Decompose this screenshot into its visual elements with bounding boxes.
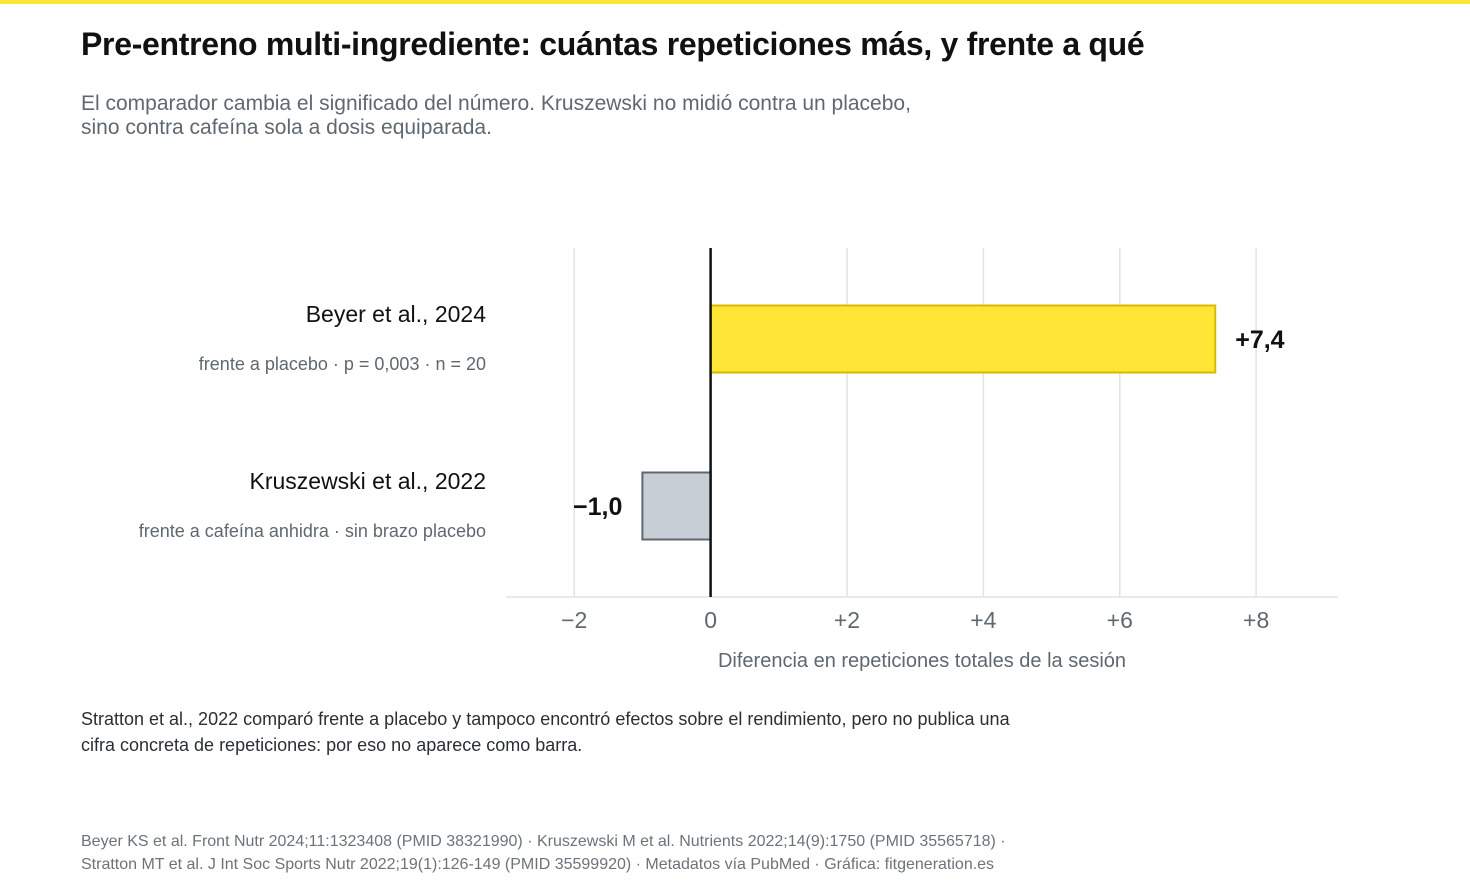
bar-value-label: −1,0 xyxy=(573,493,622,521)
top-accent-stripe xyxy=(0,0,1470,4)
sources-footer: Beyer KS et al. Front Nutr 2024;11:13234… xyxy=(81,830,1381,876)
category-label: Kruszewski et al., 2022 xyxy=(249,468,486,494)
x-axis-title: Diferencia en repeticiones totales de la… xyxy=(718,650,1126,672)
footer-line-2: Stratton MT et al. J Int Soc Sports Nutr… xyxy=(81,856,995,873)
chart-subtitle: El comparador cambia el significado del … xyxy=(81,92,1001,140)
bar-chart: +7,4 Beyer et al., 2024 frente a placebo ·… xyxy=(139,248,1338,672)
note-line-1: Stratton et al., 2022 comparó frente a p… xyxy=(81,709,1010,729)
category-label: Beyer et al., 2024 xyxy=(306,301,486,327)
chart-title: Pre-entreno multi-ingrediente: cuántas r… xyxy=(81,26,1145,62)
x-tick-label: +2 xyxy=(834,607,860,633)
x-tick-label: 0 xyxy=(704,607,717,633)
x-tick-label: +8 xyxy=(1243,607,1269,633)
category-note: frente a placebo · p = 0,003 · n = 20 xyxy=(199,354,486,374)
x-tick-label: −2 xyxy=(561,607,587,633)
chart-note: Stratton et al., 2022 comparó frente a p… xyxy=(81,706,1141,758)
subtitle-line-1: El comparador cambia el significado del … xyxy=(81,92,911,115)
note-line-2: cifra concreta de repeticiones: por eso … xyxy=(81,735,583,755)
category-note: frente a cafeína anhidra · sin brazo pla… xyxy=(139,521,486,541)
bar xyxy=(709,304,1217,374)
bar xyxy=(641,471,712,541)
x-tick-label: +6 xyxy=(1107,607,1133,633)
footer-line-1: Beyer KS et al. Front Nutr 2024;11:13234… xyxy=(81,833,1006,850)
bar-value-label: +7,4 xyxy=(1235,326,1284,354)
subtitle-line-2: sino contra cafeína sola a dosis equipar… xyxy=(81,116,492,139)
x-tick-label: +4 xyxy=(970,607,996,633)
